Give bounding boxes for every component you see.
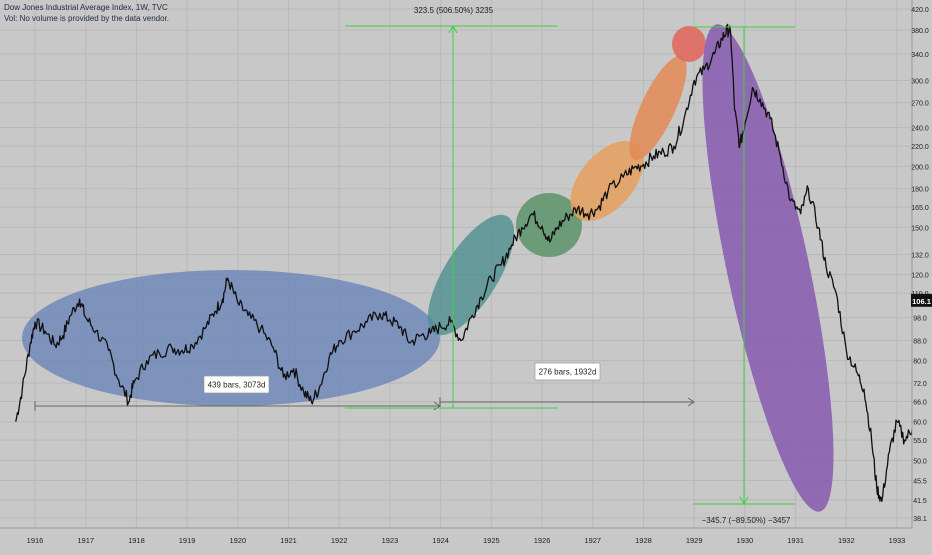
y-tick-label: 132.0 <box>911 252 929 259</box>
x-tick-label: 1925 <box>483 536 500 545</box>
price-tag: 106.1 <box>912 297 931 306</box>
price-axis: 420.0 380.0 340.0 300.0 270.0 240.0 220.0 200.0… <box>911 0 932 528</box>
price-axis-bg <box>912 0 932 528</box>
bars-label-2: 276 bars, 1932d <box>539 368 597 377</box>
x-tick-label: 1922 <box>331 536 348 545</box>
ellipse-teal <box>427 214 515 336</box>
fall-arrow <box>739 496 749 506</box>
y-tick-label: 150.0 <box>911 225 929 232</box>
y-tick-label: 420.0 <box>911 7 929 14</box>
time-axis: 1916 1917 1918 1919 1920 1921 1922 1923 1924 1925… <box>0 527 932 550</box>
y-tick-label: 340.0 <box>911 52 929 59</box>
rise-arrow <box>448 24 458 34</box>
x-tick-label: 1917 <box>77 536 94 545</box>
y-tick-label: 60.0 <box>913 420 927 427</box>
rise-label: 323.5 (506.50%) 3235 <box>414 6 494 15</box>
y-tick-label: 72.0 <box>913 381 927 388</box>
y-tick-label: 180.0 <box>911 187 929 194</box>
x-tick-label: 1926 <box>534 536 551 545</box>
y-tick-label: 45.5 <box>913 478 927 485</box>
x-tick-label: 1929 <box>686 536 703 545</box>
x-tick-label: 1932 <box>838 536 855 545</box>
y-tick-label: 120.0 <box>911 273 929 280</box>
x-tick-label: 1921 <box>280 536 297 545</box>
fall-label: −345.7 (−89.50%) −3457 <box>702 516 791 525</box>
measure-tools <box>34 24 795 506</box>
highlight-ellipses <box>22 24 834 512</box>
x-tick-label: 1931 <box>787 536 804 545</box>
rise-label-group: 323.5 (506.50%) 3235 <box>414 6 494 15</box>
y-tick-label: 270.0 <box>911 101 929 108</box>
bars-label-1: 439 bars, 3073d <box>208 381 266 390</box>
ellipse-purple <box>702 24 834 512</box>
ellipse-red <box>672 26 706 62</box>
y-tick-label: 200.0 <box>911 164 929 171</box>
y-tick-label: 88.0 <box>913 338 927 345</box>
range-arrow-2 <box>687 397 695 407</box>
fall-label-group: −345.7 (−89.50%) −3457 <box>702 516 791 525</box>
y-tick-label: 80.0 <box>913 359 927 366</box>
bars-label-2-box <box>534 362 601 381</box>
y-tick-label: 165.0 <box>911 205 929 212</box>
ellipse-orange-light <box>570 141 644 221</box>
volume-note: Vol: No volume is provided by the data v… <box>4 14 169 23</box>
y-tick-label: 66.0 <box>913 399 927 406</box>
x-tick-label: 1919 <box>179 536 196 545</box>
x-tick-label: 1928 <box>635 536 652 545</box>
x-tick-label: 1924 <box>432 536 449 545</box>
x-tick-label: 1920 <box>229 536 246 545</box>
ellipse-orange <box>629 55 687 161</box>
y-tick-label: 220.0 <box>911 144 929 151</box>
y-tick-label: 38.1 <box>913 516 927 523</box>
y-tick-label: 240.0 <box>911 126 929 133</box>
x-tick-label: 1930 <box>737 536 754 545</box>
time-axis-bg <box>0 528 932 550</box>
y-tick-label: 41.5 <box>913 498 927 505</box>
x-tick-label: 1933 <box>889 536 906 545</box>
x-tick-label: 1927 <box>584 536 601 545</box>
x-tick-label: 1916 <box>27 536 44 545</box>
y-tick-label: 55.0 <box>913 438 927 445</box>
bars-label-1-box <box>203 375 270 394</box>
ellipse-blue <box>22 270 440 406</box>
bars-label-2-group: 276 bars, 1932d <box>534 362 601 381</box>
price-line <box>15 23 932 503</box>
chart-title: Dow Jones Industrial Average Index, 1W, … <box>4 3 168 12</box>
y-tick-label: 300.0 <box>911 78 929 85</box>
ellipse-green <box>516 193 582 257</box>
y-tick-label: 50.0 <box>913 458 927 465</box>
price-tag-box <box>911 293 932 307</box>
x-tick-label: 1923 <box>382 536 399 545</box>
y-tick-label: 98.0 <box>913 316 927 323</box>
y-tick-label: 380.0 <box>911 28 929 35</box>
bars-label-1-group: 439 bars, 3073d <box>203 375 270 394</box>
x-tick-label: 1918 <box>128 536 145 545</box>
